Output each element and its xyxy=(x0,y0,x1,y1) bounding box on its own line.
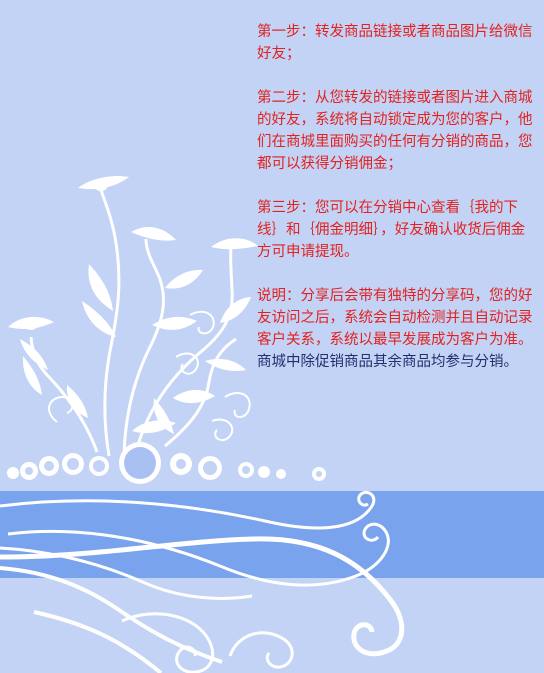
extra-note-text: 商城中除促销商品其余商品均参与分销。 xyxy=(257,354,518,370)
instruction-panel: 第一步：转发商品链接或者商品图片给微信好友； 第二步：从您转发的链接或者图片进入… xyxy=(257,21,533,373)
paragraph-gap xyxy=(257,263,533,285)
step-two-text: 第二步：从您转发的链接或者图片进入商城的好友，系统将自动锁定成为您的客户，他们在… xyxy=(257,90,533,172)
leaves xyxy=(20,264,251,434)
step-three-text: 第三步：您可以在分销中心查看｛我的下线｝和｛佣金明细｝，好友确认收货后佣金方可申… xyxy=(257,200,526,260)
paragraph-gap xyxy=(257,175,533,197)
lower-loops xyxy=(121,612,294,673)
paragraph-gap xyxy=(257,65,533,87)
step-one-text: 第一步：转发商品链接或者商品图片给微信好友； xyxy=(257,24,533,62)
main-swoosh xyxy=(0,536,405,657)
band-swirls xyxy=(0,490,390,600)
note-text: 说明：分享后会带有独特的分享码，您的好友访问之后，系统会自动检测并且自动记录客户… xyxy=(257,288,533,348)
plant-stems xyxy=(29,189,237,457)
blue-band xyxy=(0,491,544,578)
circle-row xyxy=(7,442,326,484)
flowers xyxy=(8,176,258,330)
spirals xyxy=(48,310,251,442)
